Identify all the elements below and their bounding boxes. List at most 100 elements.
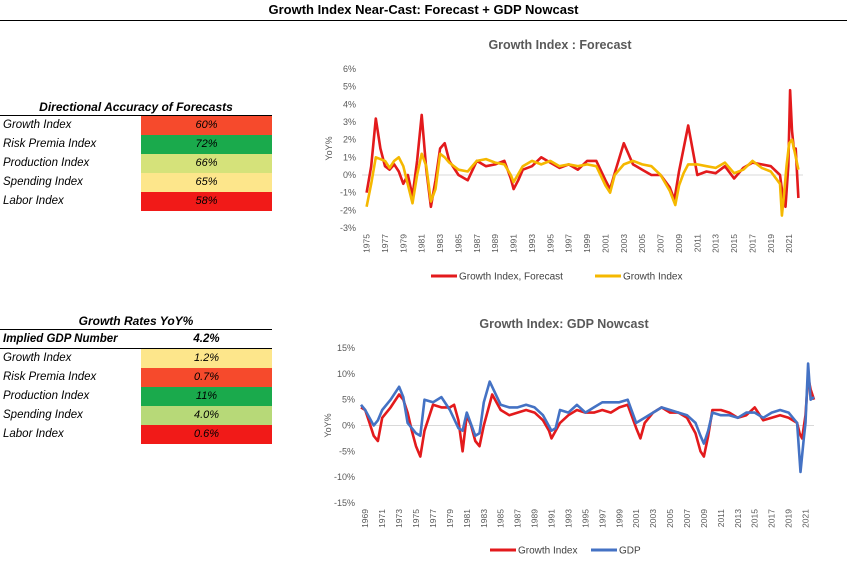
accuracy-row-label: Growth Index	[3, 119, 72, 131]
x-tick-label: 1989	[530, 509, 540, 528]
x-tick-label: 1989	[490, 234, 500, 253]
accuracy-row: Growth Index 60%	[0, 116, 272, 135]
x-tick-label: 1977	[380, 234, 390, 253]
x-tick-label: 1979	[398, 234, 408, 253]
growth-row-value: 1.2%	[141, 349, 272, 368]
growth-row: Spending Index 4.0%	[0, 406, 272, 425]
x-tick-label: 1981	[462, 509, 472, 528]
x-tick-label: 1993	[527, 234, 537, 253]
growth-row-value: 0.7%	[141, 368, 272, 387]
y-tick-label: -5%	[339, 446, 355, 456]
x-tick-label: 2001	[600, 234, 610, 253]
series-line-0	[365, 88, 800, 209]
growth-row: Production Index 11%	[0, 387, 272, 406]
x-tick-label: 2021	[784, 234, 794, 253]
x-tick-label: 2017	[767, 509, 777, 528]
x-tick-label: 1977	[428, 509, 438, 528]
accuracy-row: Risk Premia Index 72%	[0, 135, 272, 154]
x-tick-label: 1995	[545, 234, 555, 253]
y-tick-label: 0%	[343, 170, 356, 180]
x-tick-label: 2011	[716, 509, 726, 528]
forecast-chart: -3% -2% -1% 0% 1% 2% 3% 4% 5% 6% 1975 1977 1979 1981 1…	[324, 64, 803, 283]
x-tick-label: 2015	[750, 509, 760, 528]
x-tick-label: 2011	[692, 234, 702, 253]
x-tick-label: 1991	[509, 234, 519, 253]
growth-row-label: Growth Index	[3, 352, 72, 364]
y-axis-label: YoY%	[323, 413, 333, 437]
y-tick-label: 3%	[343, 117, 356, 127]
x-tick-label: 1985	[453, 234, 463, 253]
growth-table-title: Growth Rates YoY%	[0, 313, 272, 330]
x-tick-label: 1983	[479, 509, 489, 528]
accuracy-table-title: Directional Accuracy of Forecasts	[0, 99, 272, 116]
x-tick-label: 1987	[513, 509, 523, 528]
x-tick-label: 2009	[674, 234, 684, 253]
x-tick-label: 1975	[362, 234, 372, 253]
growth-row-label: Labor Index	[3, 428, 64, 440]
x-tick-label: 2019	[766, 234, 776, 253]
x-tick-label: 1969	[360, 509, 370, 528]
x-tick-label: 1991	[547, 509, 557, 528]
x-tick-label: 2007	[682, 509, 692, 528]
y-tick-label: -10%	[334, 472, 355, 482]
growth-row: Labor Index 0.6%	[0, 425, 272, 444]
series-line-1	[365, 138, 800, 217]
growth-row-value: 0.6%	[141, 425, 272, 444]
legend-label: GDP	[619, 546, 641, 557]
x-tick-label: 2021	[801, 509, 811, 528]
nowcast-chart-title: Growth Index: GDP Nowcast	[479, 317, 649, 331]
x-tick-label: 2003	[648, 509, 658, 528]
x-tick-label: 2005	[637, 234, 647, 253]
y-tick-label: 0%	[342, 421, 355, 431]
y-tick-label: 2%	[343, 135, 356, 145]
x-tick-label: 2001	[631, 509, 641, 528]
accuracy-row-value: 58%	[141, 192, 272, 211]
y-tick-label: -3%	[340, 223, 356, 233]
x-tick-label: 1993	[563, 509, 573, 528]
x-tick-label: 1999	[614, 509, 624, 528]
growth-row: Growth Index 1.2%	[0, 349, 272, 368]
x-tick-label: 2005	[665, 509, 675, 528]
implied-gdp-value: 4.2%	[193, 333, 220, 345]
x-tick-label: 1985	[496, 509, 506, 528]
y-tick-label: 15%	[337, 343, 355, 353]
series-line-0	[360, 375, 816, 458]
x-tick-label: 1975	[411, 509, 421, 528]
implied-gdp-row: Implied GDP Number 4.2%	[0, 330, 272, 349]
accuracy-row: Labor Index 58%	[0, 192, 272, 211]
y-tick-label: -15%	[334, 498, 355, 508]
x-tick-label: 1995	[580, 509, 590, 528]
x-tick-label: 1979	[445, 509, 455, 528]
title-divider	[0, 20, 847, 21]
x-tick-label: 2013	[711, 234, 721, 253]
legend-label: Growth Index	[518, 546, 577, 557]
y-tick-label: 10%	[337, 369, 355, 379]
growth-table: Growth Rates YoY% Implied GDP Number 4.2…	[0, 313, 272, 444]
growth-row-label: Production Index	[3, 390, 90, 402]
y-tick-label: -2%	[340, 205, 356, 215]
y-tick-label: 5%	[343, 82, 356, 92]
growth-row-label: Risk Premia Index	[3, 371, 97, 383]
series-line-1	[359, 362, 815, 474]
x-tick-label: 2017	[747, 234, 757, 253]
accuracy-row-label: Labor Index	[3, 195, 64, 207]
accuracy-row-value: 60%	[141, 116, 272, 135]
legend-label: Growth Index, Forecast	[459, 272, 563, 283]
legend-label: Growth Index	[623, 272, 682, 283]
x-tick-label: 1983	[435, 234, 445, 253]
page-title: Growth Index Near-Cast: Forecast + GDP N…	[268, 2, 579, 17]
accuracy-row-label: Risk Premia Index	[3, 138, 97, 150]
x-tick-label: 1987	[472, 234, 482, 253]
accuracy-row-label: Production Index	[3, 157, 90, 169]
x-tick-label: 2007	[656, 234, 666, 253]
x-tick-label: 1997	[597, 509, 607, 528]
y-tick-label: 5%	[342, 395, 355, 405]
y-tick-label: 6%	[343, 64, 356, 74]
x-tick-label: 1971	[377, 509, 387, 528]
y-axis-label: YoY%	[324, 136, 334, 160]
nowcast-chart: -15% -10% -5% 0% 5% 10% 15% 1969 1971 1973 1975 197…	[323, 343, 816, 557]
x-tick-label: 2009	[699, 509, 709, 528]
accuracy-row: Production Index 66%	[0, 154, 272, 173]
x-tick-label: 1973	[394, 509, 404, 528]
growth-row-label: Spending Index	[3, 409, 83, 421]
